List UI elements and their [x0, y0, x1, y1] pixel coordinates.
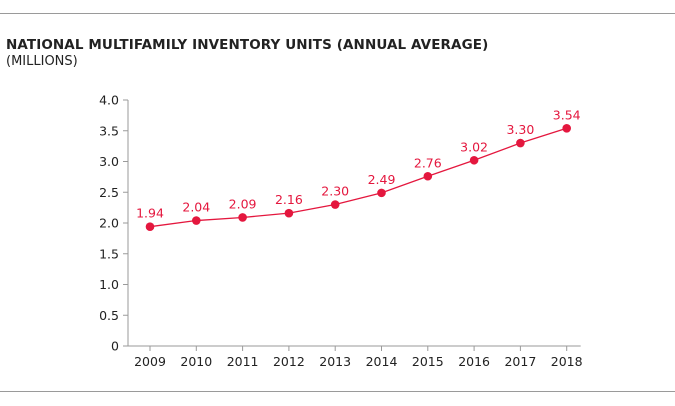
x-tick-label: 2012 [273, 354, 305, 369]
y-tick-label: 3.5 [99, 123, 119, 138]
data-label: 3.02 [460, 139, 488, 154]
data-point [192, 216, 201, 225]
y-tick-label: 2.5 [99, 185, 119, 200]
y-tick-label: 1.5 [99, 246, 119, 261]
chart-title: NATIONAL MULTIFAMILY INVENTORY UNITS (AN… [6, 37, 489, 53]
data-label: 2.76 [414, 155, 442, 170]
y-tick-label: 0.5 [99, 308, 119, 323]
data-point [516, 138, 525, 148]
data-label: 1.94 [136, 206, 164, 221]
chart-subtitle: (MILLIONS) [6, 54, 78, 69]
data-label: 2.49 [368, 172, 396, 187]
data-label: 2.04 [182, 200, 210, 215]
y-tick-label: 1.0 [99, 277, 119, 292]
data-point [562, 123, 571, 133]
y-tick-label: 3.0 [99, 154, 119, 169]
x-tick-label: 2015 [412, 354, 444, 369]
y-tick-label: 0 [111, 339, 119, 354]
x-tick-label: 2011 [227, 354, 259, 369]
data-label: 3.54 [553, 107, 581, 122]
top-divider [0, 13, 675, 14]
data-point [423, 171, 433, 181]
x-tick-label: 2018 [551, 354, 583, 369]
y-tick-label: 2.0 [99, 216, 119, 231]
x-tick-label: 2009 [134, 354, 166, 369]
data-label: 3.30 [506, 122, 534, 137]
data-label: 2.16 [275, 192, 303, 207]
data-point [377, 188, 386, 198]
data-point [238, 213, 247, 222]
data-point [284, 208, 294, 218]
x-tick-label: 2017 [504, 354, 536, 369]
x-tick-label: 2010 [180, 354, 212, 369]
series-line [149, 127, 567, 228]
x-tick-label: 2016 [458, 354, 490, 369]
bottom-divider [0, 391, 675, 392]
data-label: 2.30 [321, 184, 349, 199]
data-point [145, 222, 155, 231]
data-label: 2.09 [229, 196, 257, 211]
data-point [330, 200, 340, 209]
series-inventory-units: 1.94 2.04 2.09 2.16 2.30 2.49 2.76 3.02 3.30 3.54 [136, 107, 581, 231]
y-axis: 0 0.5 1.0 1.5 2.0 2.5 3.0 3.5 4.0 [99, 93, 129, 354]
y-tick-label: 4.0 [99, 93, 119, 108]
x-tick-label: 2014 [366, 354, 398, 369]
x-axis: 2009 2010 2011 2012 2013 2014 2015 2016 2017 2018 [128, 345, 583, 369]
data-point [469, 155, 479, 165]
x-tick-label: 2013 [319, 354, 351, 369]
